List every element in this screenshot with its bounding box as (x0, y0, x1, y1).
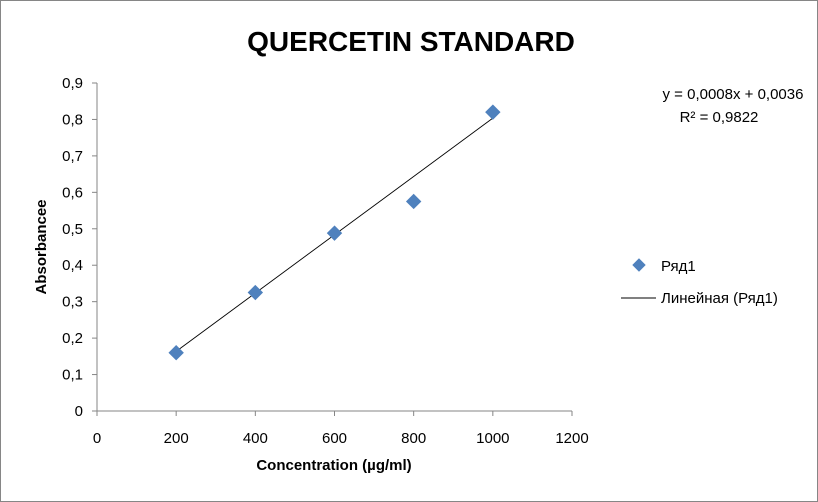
y-tick-label: 0,7 (62, 148, 83, 165)
y-tick-label: 0 (75, 403, 83, 420)
x-tick-label: 600 (322, 430, 347, 447)
y-tick-label: 0,2 (62, 330, 83, 347)
data-points (168, 104, 501, 361)
y-tick-label: 0,5 (62, 221, 83, 238)
r-squared-label: R² = 0,9822 (680, 109, 759, 126)
x-axis-label: Concentration (µg/ml) (256, 457, 411, 474)
legend-marker-diamond (632, 258, 646, 272)
data-point-diamond (485, 104, 501, 120)
y-tick-label: 0,8 (62, 111, 83, 128)
x-tick-label: 0 (93, 430, 101, 447)
y-tick-label: 0,4 (62, 257, 83, 274)
y-tick-label: 0,6 (62, 184, 83, 201)
x-tick-label: 800 (401, 430, 426, 447)
data-point-diamond (326, 225, 343, 241)
data-point-diamond (168, 344, 184, 361)
data-point-diamond (247, 284, 264, 301)
legend-diamond-shape (632, 258, 646, 272)
legend-trendline-label: Линейная (Ряд1) (661, 290, 778, 307)
y-tick-label: 0,1 (62, 367, 83, 384)
y-tick-label: 0,9 (62, 75, 83, 92)
trendline-equation: y = 0,0008x + 0,0036 (663, 86, 804, 103)
y-axis-ticks: 0 0,1 0,2 0,3 0,4 0,5 0,6 0,7 0,8 0,9 (62, 75, 97, 420)
chart-title: QUERCETIN STANDARD (247, 26, 575, 57)
y-tick-label: 0,3 (62, 294, 83, 311)
y-axis-label: Absorbancee (33, 199, 50, 294)
legend-series-label: Ряд1 (661, 258, 696, 275)
x-tick-label: 1000 (476, 430, 509, 447)
x-tick-label: 400 (243, 430, 268, 447)
legend: Ряд1 Линейная (Ряд1) (621, 258, 778, 307)
x-tick-label: 1200 (555, 430, 588, 447)
data-point-diamond (405, 193, 422, 210)
x-tick-label: 200 (164, 430, 189, 447)
x-axis-ticks: 0 200 400 600 800 1000 1200 (93, 411, 589, 447)
